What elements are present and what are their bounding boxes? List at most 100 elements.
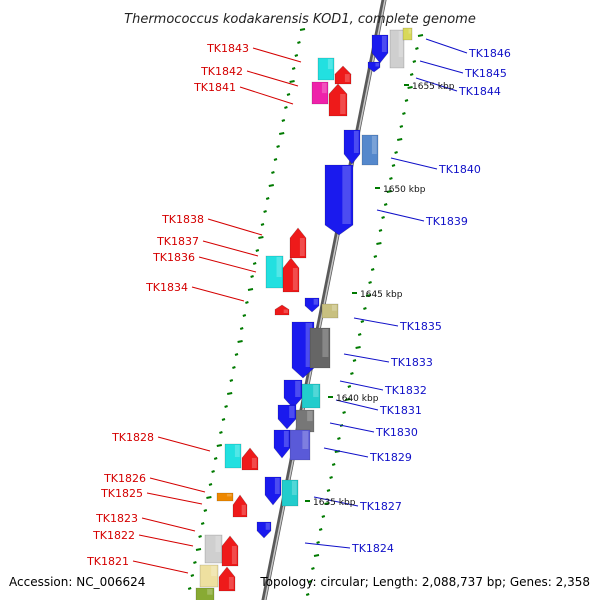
map-title: Thermococcus kodakarensis KOD1, complete… [124, 12, 476, 27]
ruler-tick-right [417, 34, 424, 37]
scale-tick-label: 1650 kbp [383, 185, 426, 195]
leader-line-tk1838 [207, 218, 263, 236]
ruler-tick-right [352, 359, 357, 362]
ruler-tick-left [237, 340, 243, 343]
ruler-tick-left [187, 587, 192, 590]
gene-tk1843 [317, 57, 335, 81]
gene-tk1833a-shade [305, 323, 313, 367]
ruler-tick-right [342, 411, 346, 414]
scale-tick-label: 1655 kbp [412, 82, 455, 92]
leader-line-tk1823 [141, 517, 196, 532]
gene-label-tk1821: TK1821 [86, 555, 129, 568]
ruler-tick-left [200, 522, 205, 525]
scale-tick-label: 1645 kbp [360, 290, 403, 300]
scale-tick-label: 1640 kbp [336, 394, 379, 404]
gene-tk1822 [221, 535, 239, 567]
gene-tk1821b [218, 566, 236, 592]
ruler-tick-left [190, 574, 195, 577]
ruler-tick-left [279, 132, 285, 135]
ruler-tick-right [381, 216, 385, 219]
gene-label-tk1833: TK1833 [390, 356, 433, 369]
leader-line-tk1840 [390, 157, 438, 170]
ruler-tick-right [391, 164, 396, 167]
ruler-tick-right [347, 385, 352, 388]
ruler-tick-left [286, 93, 291, 96]
ruler-tick-right [329, 476, 333, 479]
gene-tk1832a-shade [295, 381, 301, 397]
ruler-tick-left [258, 236, 264, 239]
ruler-tick-left [250, 275, 254, 278]
gene-tk1840-shade [371, 136, 377, 154]
ruler-tick-left [198, 535, 202, 538]
ruler-tick-right [378, 229, 383, 232]
leader-line-tk1824 [304, 542, 351, 549]
ruler-tick-right [370, 268, 375, 271]
ruler-tick-left [206, 496, 212, 499]
ruler-tick-right [308, 580, 313, 583]
gene-tk1829 [289, 429, 311, 461]
gene-tk1830 [273, 429, 291, 459]
gene-label-tk1844: TK1844 [458, 85, 501, 98]
leader-line-tk1845 [419, 60, 464, 74]
gene-tk1830-shade [283, 431, 289, 447]
gene-tk1833-shade [322, 329, 329, 357]
leader-line-tk1832 [339, 380, 384, 391]
gene-tk1833a [291, 321, 315, 379]
gene-tk1844 [367, 61, 381, 73]
gene-tk1838-shade [299, 238, 305, 256]
gene-tk1827 [281, 479, 299, 507]
leader-line-tk1828 [157, 436, 211, 452]
leader-line-tk1835 [353, 317, 399, 327]
ruler-tick-right [350, 372, 354, 375]
ruler-tick-right [365, 294, 372, 297]
gene-tk1828a-shade [234, 445, 240, 457]
ruler-tick-right [337, 437, 341, 440]
gene-label-tk1837: TK1837 [156, 235, 199, 248]
ruler-tick-left [224, 405, 228, 408]
leader-line-tk1844 [415, 77, 458, 92]
ruler-tick-right [357, 333, 362, 336]
ruler-tick-right [360, 320, 365, 323]
gene-tk1846-shade [381, 36, 387, 52]
ruler-tick-left [252, 262, 257, 265]
gene-tk1827-shade [291, 481, 297, 495]
ruler-tick-right [311, 567, 315, 570]
genome-summary-text: Topology: circular; Length: 2,088,737 bp… [259, 575, 590, 589]
gene-tk1820-shade [207, 589, 213, 595]
ruler-tick-right [415, 47, 419, 50]
gene-tk1840 [361, 134, 379, 166]
gene-tk1836-shade [292, 268, 298, 290]
gene-tk1831 [295, 409, 315, 433]
ruler-tick-right [331, 463, 336, 466]
ruler-tick-right [355, 346, 361, 349]
gene-label-tk1826: TK1826 [103, 472, 146, 485]
ruler-tick-left [234, 353, 239, 356]
gene-tk1826 [216, 492, 234, 502]
ruler-tick-right [345, 398, 351, 401]
gene-tk1835 [321, 303, 339, 319]
ruler-tick-left [227, 392, 233, 395]
gene-label-tk1843: TK1843 [206, 42, 249, 55]
ruler-tick-right [316, 541, 320, 544]
ruler-tick-left [213, 457, 218, 460]
ruler-tick-right [368, 281, 372, 284]
gene-tk1824 [256, 521, 272, 539]
ruler-tick-right [363, 307, 367, 310]
gene-label-tk1834: TK1834 [145, 281, 188, 294]
ruler-tick-right [407, 86, 413, 89]
ruler-tick-left [219, 431, 223, 434]
ruler-tick-left [216, 444, 222, 447]
ruler-tick-left [276, 145, 280, 148]
gene-tk1832-shade [313, 385, 319, 397]
ruler-tick-left [245, 301, 249, 304]
gene-tk1835a-shade [313, 299, 318, 305]
gene-tk1845 [389, 29, 405, 69]
gene-label-tk1823: TK1823 [95, 512, 138, 525]
ruler-tick-left [297, 41, 301, 44]
leader-line-tk1839 [376, 209, 425, 222]
ruler-tick-right [383, 203, 388, 206]
gene-label-tk1840: TK1840 [438, 163, 481, 176]
ruler-tick-right [305, 593, 310, 596]
leader-line-tk1837 [202, 240, 259, 257]
